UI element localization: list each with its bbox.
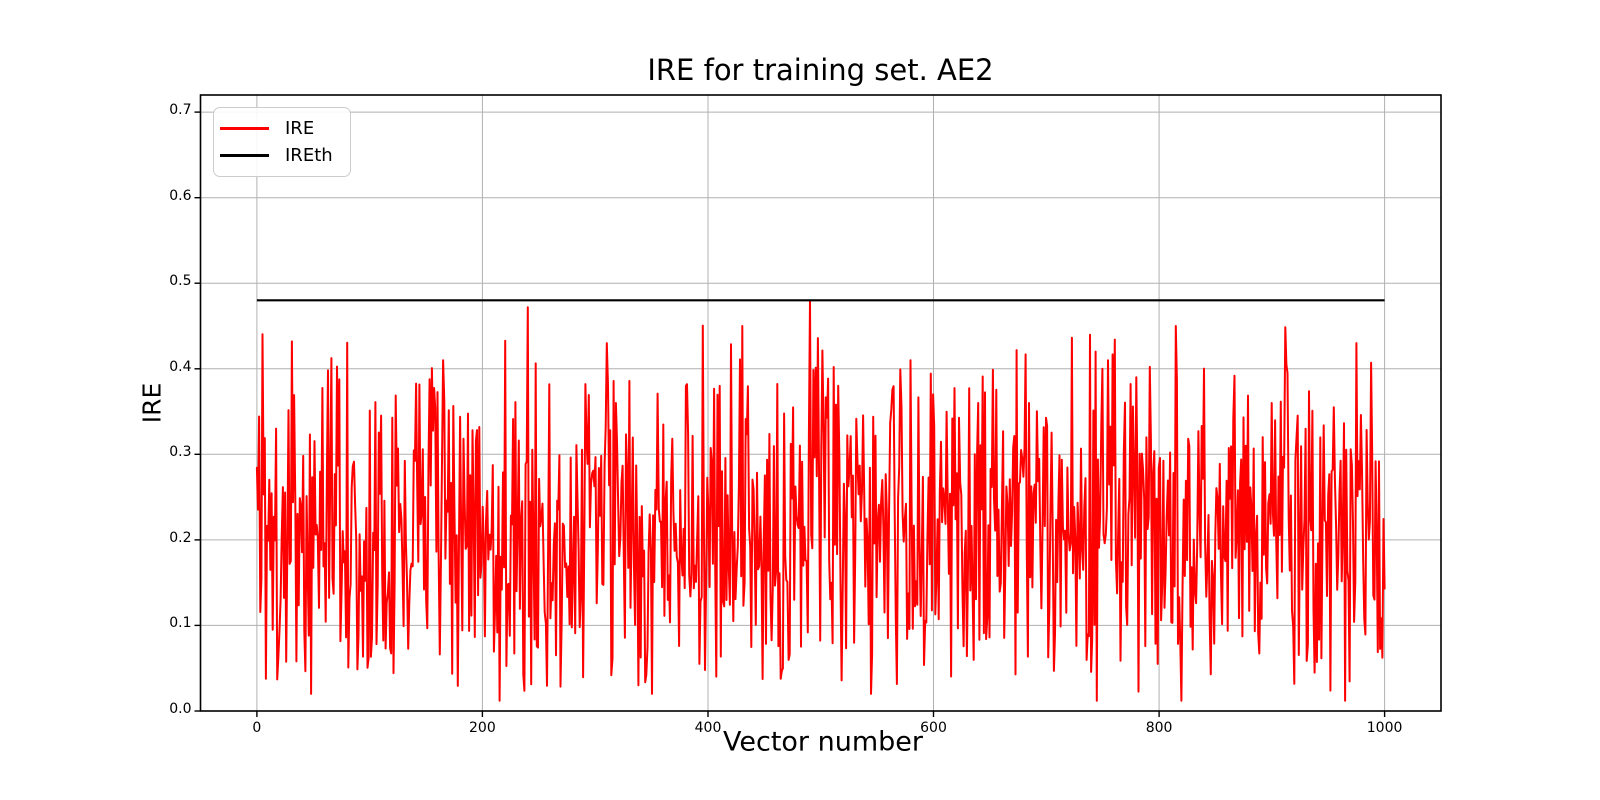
y-tick-label: 0.4 xyxy=(169,358,192,375)
chart-title: IRE for training set. AE2 xyxy=(647,53,994,87)
y-tick-label: 0.5 xyxy=(169,273,192,290)
legend-item-ire: IRE xyxy=(220,115,350,142)
legend-label-ireth: IREth xyxy=(285,145,333,166)
series-ire-line xyxy=(255,299,1386,702)
y-axis-label: IRE xyxy=(137,382,167,424)
axes-frame xyxy=(199,94,1442,712)
x-tick-label: 1000 xyxy=(1366,720,1403,736)
y-tick-label: 0.3 xyxy=(169,444,192,461)
legend: IRE IREth xyxy=(213,107,351,177)
y-tick-label: 0.6 xyxy=(169,187,192,204)
y-tick-label: 0.7 xyxy=(169,102,192,119)
y-tick-label: 0.1 xyxy=(169,615,192,632)
x-axis-label: Vector number xyxy=(723,726,923,758)
x-tick-label: 600 xyxy=(920,720,947,736)
y-tick-label: 0.2 xyxy=(169,529,192,546)
x-tick-label: 400 xyxy=(694,720,722,736)
legend-line-swatch-ireth xyxy=(220,154,269,157)
y-tick-label: 0.0 xyxy=(169,701,192,717)
legend-line-swatch-ire xyxy=(220,127,269,130)
legend-item-ireth: IREth xyxy=(220,142,350,169)
x-tick-label: 800 xyxy=(1145,720,1173,736)
x-tick-label: 0 xyxy=(252,720,262,736)
legend-label-ire: IRE xyxy=(285,118,315,139)
x-tick-label: 200 xyxy=(469,720,496,736)
